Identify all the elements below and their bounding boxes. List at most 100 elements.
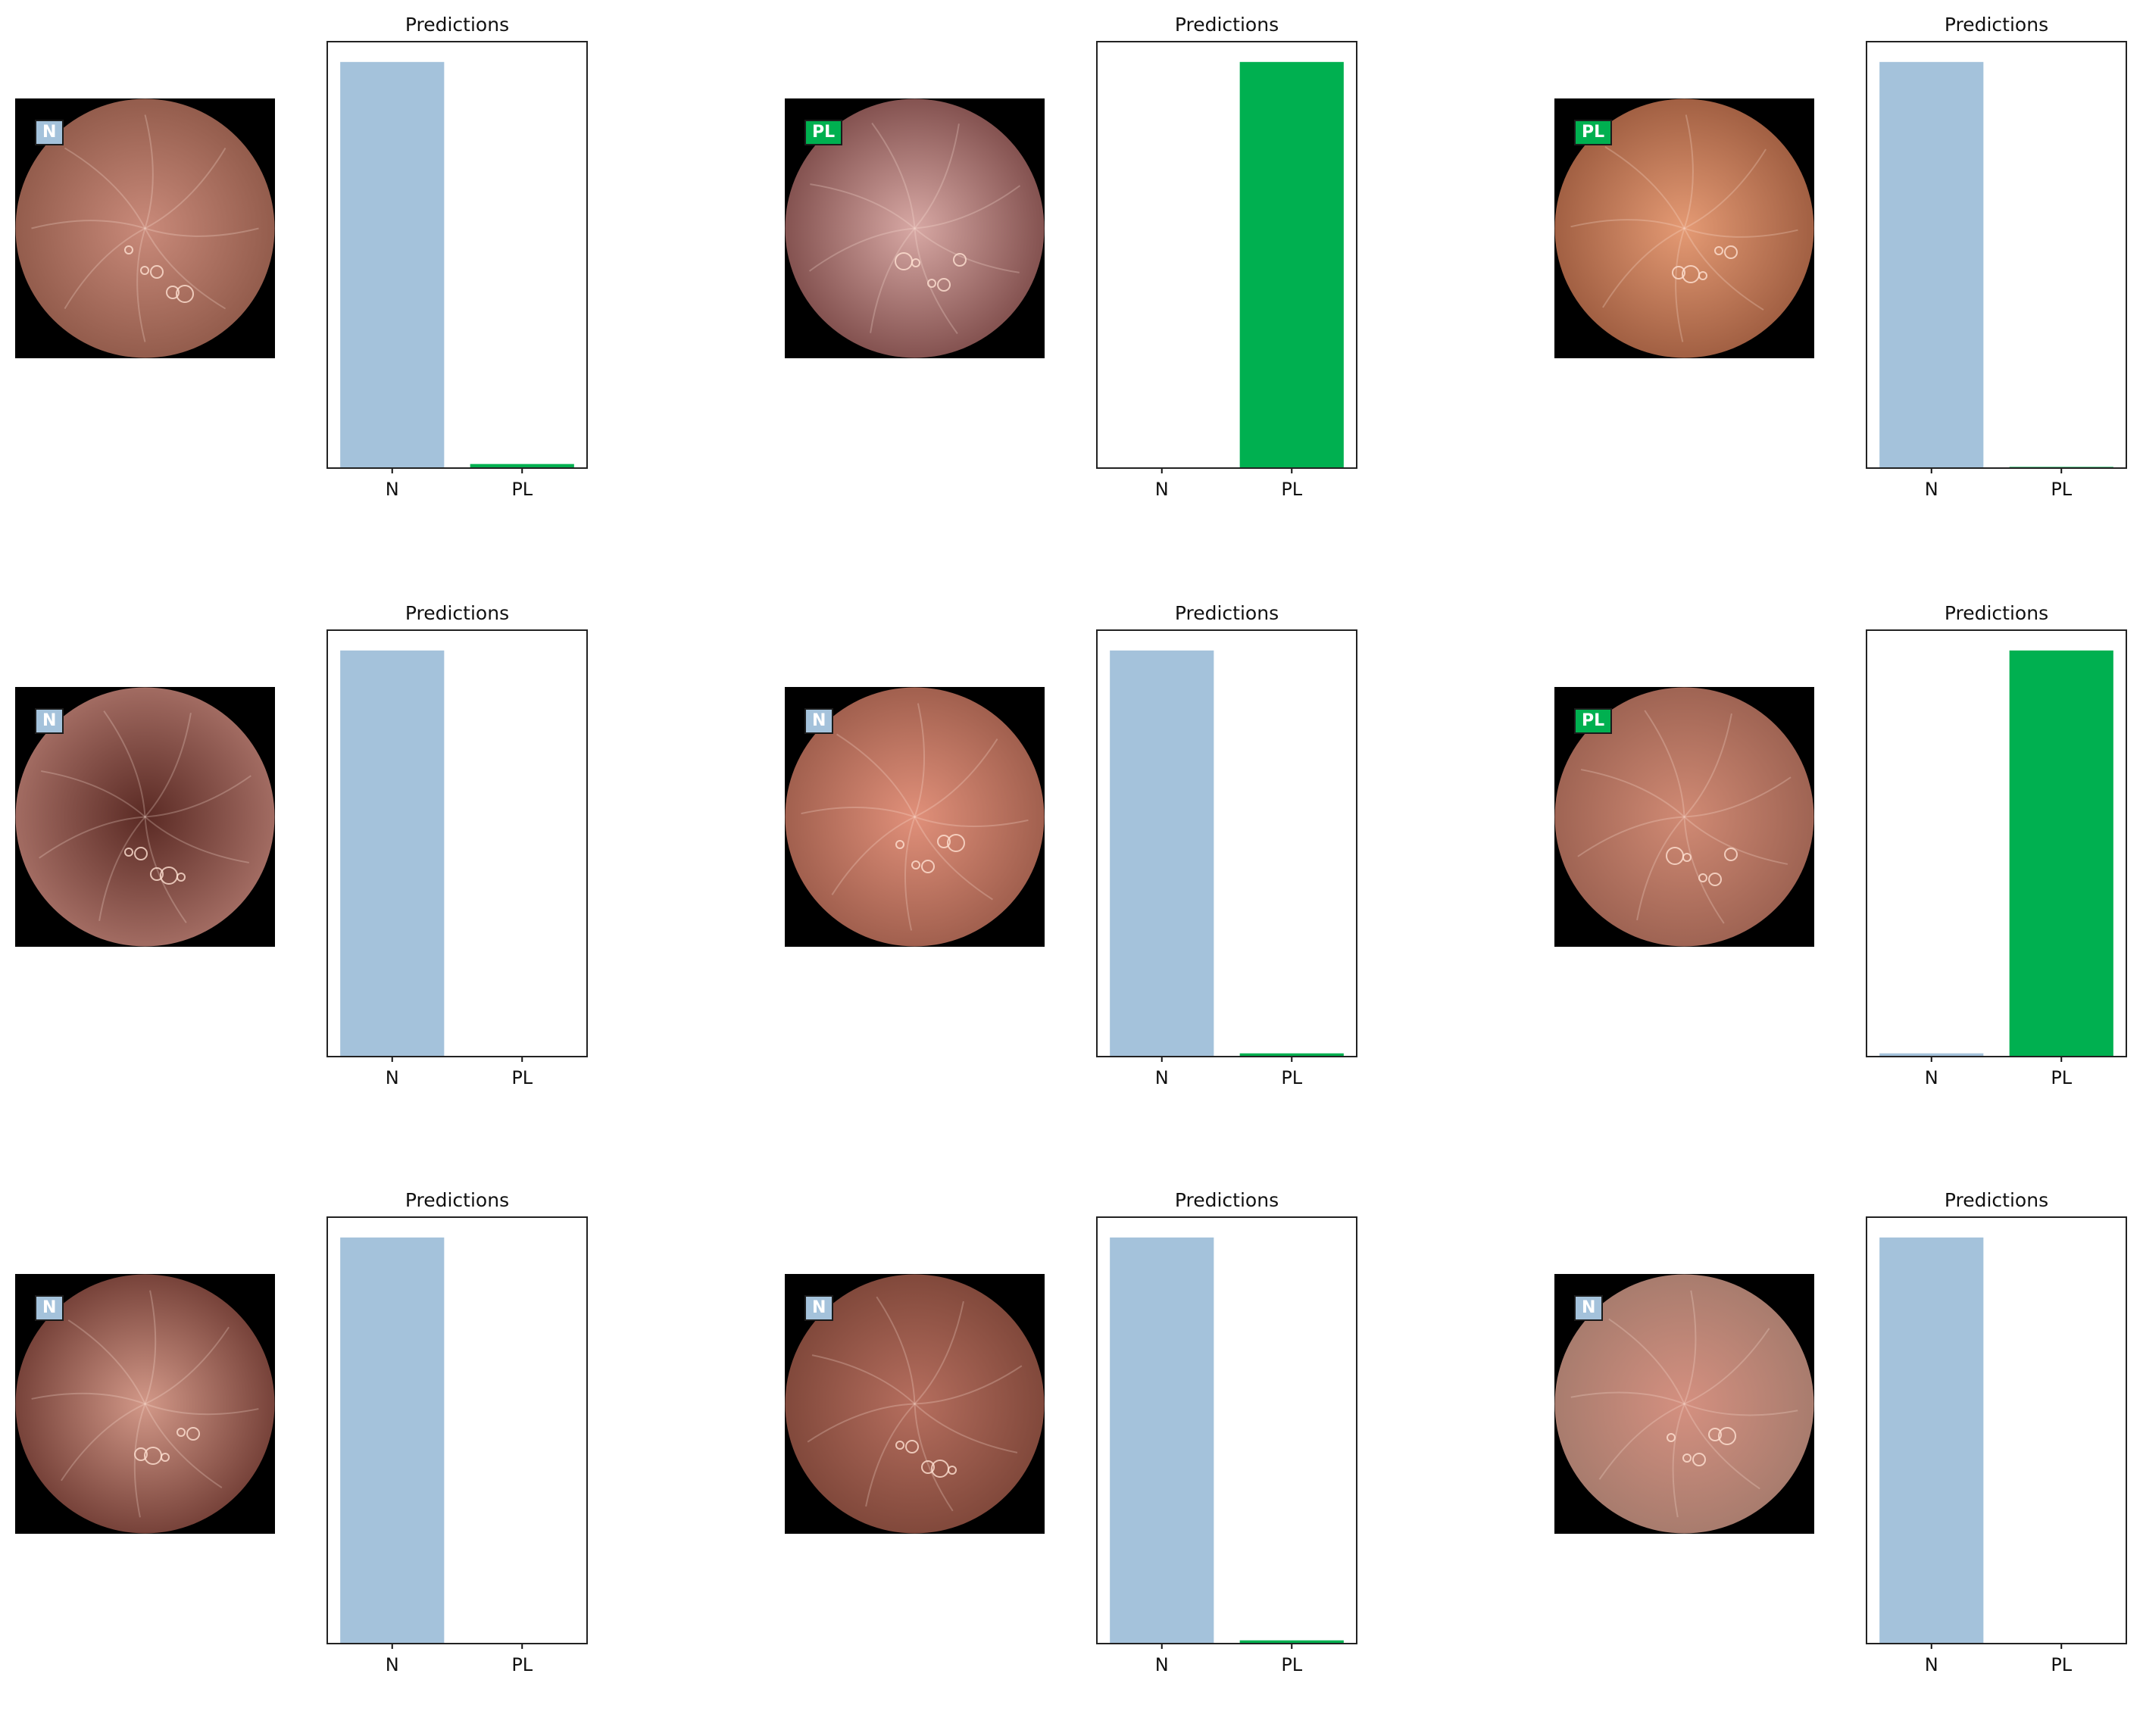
endoscope-view xyxy=(785,98,1045,358)
mucosa-disc xyxy=(785,687,1045,947)
endoscopy-image: N xyxy=(15,98,275,358)
mucosa-disc xyxy=(785,1274,1045,1534)
bar-pl xyxy=(1239,1640,1344,1644)
endoscopy-image: N xyxy=(785,687,1045,947)
prediction-chart: Predictions N PL xyxy=(326,1189,588,1675)
chart-title: Predictions xyxy=(1175,1189,1279,1211)
x-tick-label: N xyxy=(1925,1067,1938,1088)
x-tick-label: PL xyxy=(1281,479,1302,500)
chart-title: Predictions xyxy=(405,1189,509,1211)
endoscope-view xyxy=(15,1274,275,1534)
x-tick-label: PL xyxy=(511,479,533,500)
endoscopy-image: N xyxy=(15,1274,275,1534)
bar-pl xyxy=(2009,650,2113,1057)
prediction-panel: PL Predictions N PL xyxy=(770,14,1451,560)
label-badge: N xyxy=(804,708,834,734)
prediction-panel: PL Predictions N PL xyxy=(1539,602,2143,1149)
x-tick-label: PL xyxy=(511,1067,533,1088)
prediction-panel: N Predictions N PL xyxy=(0,14,682,560)
endoscopy-image: N xyxy=(15,687,275,947)
chart-title: Predictions xyxy=(405,14,509,36)
mucosa-disc xyxy=(1554,1274,1814,1534)
prediction-chart: Predictions N PL xyxy=(326,14,588,500)
prediction-chart: Predictions N PL xyxy=(1866,1189,2127,1675)
bubbles xyxy=(895,1440,957,1478)
mucosal-folds xyxy=(1570,1290,1798,1518)
chart-title: Predictions xyxy=(405,602,509,624)
prediction-panel: N Predictions N PL xyxy=(770,602,1451,1149)
x-tick-label: PL xyxy=(511,1654,533,1675)
chart-title: Predictions xyxy=(1945,14,2048,36)
chart-title: Predictions xyxy=(1945,1189,2048,1211)
bubbles xyxy=(1672,245,1738,283)
axes-frame xyxy=(1866,629,2127,1057)
prediction-panel: N Predictions N PL xyxy=(0,602,682,1149)
axes-frame xyxy=(1866,41,2127,469)
prediction-panel: N Predictions N PL xyxy=(1539,1189,2143,1736)
chart-title: Predictions xyxy=(1175,602,1279,624)
mucosa-disc xyxy=(15,1274,275,1534)
bubbles xyxy=(1667,1427,1736,1466)
x-tick-label: PL xyxy=(2051,479,2072,500)
mucosa-disc xyxy=(15,687,275,947)
chart-title: Predictions xyxy=(1175,14,1279,36)
x-tick-label: N xyxy=(1155,1654,1169,1675)
x-tick-label: PL xyxy=(2051,1067,2072,1088)
x-tick-label: PL xyxy=(1281,1654,1302,1675)
bubbles xyxy=(124,245,194,303)
mucosa-disc xyxy=(15,98,275,358)
chart-title: Predictions xyxy=(1945,602,2048,624)
endoscope-view xyxy=(1554,98,1814,358)
mucosal-folds xyxy=(807,1296,1023,1512)
endoscope-view xyxy=(15,98,275,358)
axes-frame xyxy=(1096,41,1357,469)
mucosal-folds xyxy=(31,114,259,342)
endoscope-view xyxy=(1554,1274,1814,1534)
x-tick-label: PL xyxy=(1281,1067,1302,1088)
label-badge: N xyxy=(35,1295,64,1321)
x-tick-label: N xyxy=(1155,1067,1169,1088)
label-badge: N xyxy=(804,1295,834,1321)
endoscopy-image: PL xyxy=(1554,98,1814,358)
mucosal-folds xyxy=(1577,710,1792,924)
bubbles xyxy=(134,1427,200,1465)
axes-frame xyxy=(326,41,588,469)
bar-n xyxy=(340,61,445,469)
x-tick-label: N xyxy=(386,479,399,500)
label-badge: PL xyxy=(1574,708,1613,734)
mucosa-disc xyxy=(1554,687,1814,947)
bubbles xyxy=(895,252,967,292)
x-tick-label: N xyxy=(386,1067,399,1088)
axes-frame xyxy=(1096,629,1357,1057)
bubbles xyxy=(124,847,186,885)
bar-pl xyxy=(470,464,574,468)
endoscopy-image: N xyxy=(1554,1274,1814,1534)
endoscope-view xyxy=(785,687,1045,947)
mucosal-folds xyxy=(1570,114,1798,342)
mucosal-folds xyxy=(801,703,1029,931)
mucosa-disc xyxy=(785,98,1045,358)
axes-frame xyxy=(1866,1216,2127,1644)
prediction-chart: Predictions N PL xyxy=(1096,14,1357,500)
bubbles xyxy=(895,834,965,873)
x-tick-label: N xyxy=(1925,479,1938,500)
endoscope-view xyxy=(1554,687,1814,947)
bar-n xyxy=(1879,61,1984,469)
mucosal-folds xyxy=(808,122,1021,335)
predictions-grid: N Predictions N PL PL Predictions N PL PL Predict… xyxy=(0,14,2143,1675)
axes-frame xyxy=(326,629,588,1057)
bar-n xyxy=(340,650,445,1057)
label-badge: PL xyxy=(1574,120,1613,145)
mucosal-folds xyxy=(39,710,251,923)
prediction-chart: Predictions N PL xyxy=(1866,14,2127,500)
endoscopy-image: N xyxy=(785,1274,1045,1534)
prediction-panel: PL Predictions N PL xyxy=(1539,14,2143,560)
axes-frame xyxy=(1096,1216,1357,1644)
prediction-chart: Predictions N PL xyxy=(1096,1189,1357,1675)
prediction-panel: N Predictions N PL xyxy=(770,1189,1451,1736)
prediction-panel: N Predictions N PL xyxy=(0,1189,682,1736)
bubbles xyxy=(1666,847,1738,886)
x-tick-label: PL xyxy=(2051,1654,2072,1675)
x-tick-label: N xyxy=(1155,479,1169,500)
prediction-chart: Predictions N PL xyxy=(1866,602,2127,1088)
